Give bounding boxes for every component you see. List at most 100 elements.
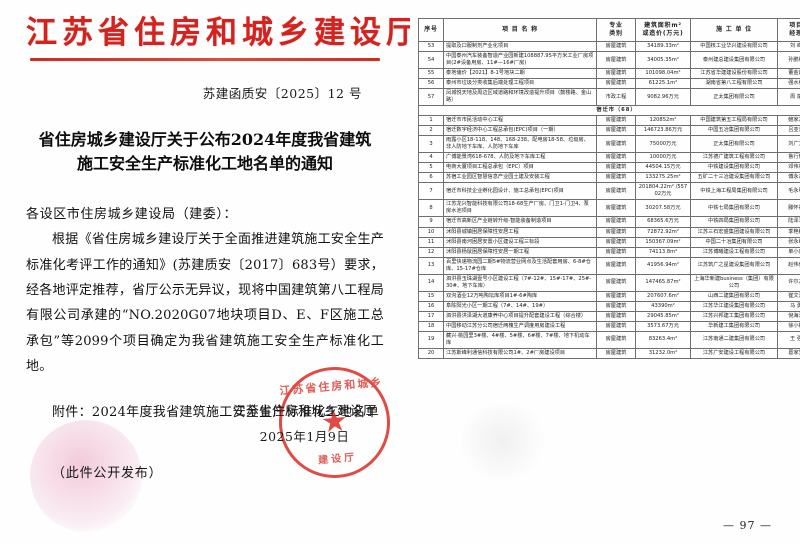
- cell-construction-unit: 上海华新建business（集团）有限公司: [690, 273, 778, 292]
- cell-no: 9: [418, 216, 444, 228]
- cell-category: 房屋建筑: [596, 300, 636, 312]
- cell-category: 房屋建筑: [596, 246, 636, 258]
- notice-body-paragraph: 根据《省住房城乡建设厅关于全面推进建筑施工安全生产标准化考评工作的通知》(苏建质…: [26, 232, 384, 374]
- cell-no: 2: [418, 125, 444, 137]
- city-section-label: 宿迁市（68）: [418, 105, 800, 117]
- cell-category: 房屋建筑: [596, 226, 636, 238]
- cell-project-name: 泰地储价【2021】8-1号地块二期: [443, 68, 597, 80]
- cell-project-manager: 刘 峰: [777, 41, 800, 53]
- cell-area: 3573.67万元: [635, 320, 691, 332]
- cell-area: 133275.25m²: [635, 172, 691, 184]
- page-title-line-2: 施工安全生产标准化工地名单的通知: [76, 154, 333, 174]
- cell-project-name: 沭阳县南河困居安置小区建设工程三标段: [443, 236, 597, 248]
- cell-no: 18: [418, 320, 444, 332]
- cell-project-name: 宿迁市高新区产业链转升级-智能装备制造项目: [443, 216, 597, 228]
- cell-area: 34189.33m²: [635, 41, 691, 53]
- table-row: 11 沭阳县南河困居安置小区建设工程三标段 房屋建筑 150367.09m² 中国二十冶…: [418, 236, 800, 248]
- table-row: 56 泰州市垃圾分类收集后端处理工程项目 房屋建筑 61225.1m² 湖南省第八工程有…: [418, 78, 800, 90]
- cell-category: 房屋建筑: [596, 347, 636, 359]
- cell-construction-unit: 中铁建设集团有限公司: [690, 162, 778, 174]
- page-title-line-1: 省住房城乡建设厅关于公布2024年度我省建筑: [38, 129, 372, 149]
- cell-construction-unit: 正太集团有限公司: [690, 88, 778, 107]
- cell-construction-unit: 江苏博曦建设工程有限公司: [690, 246, 778, 258]
- cell-category: 房屋建筑: [596, 273, 636, 292]
- cell-project-name: 阜陈阳光小区一期工程（7#、14#、19#）: [443, 300, 597, 312]
- table-row: 17 泗洪县洪泽湖大道康养中心项目提升配套建设工程（综合楼） 房屋建筑 29045.8…: [418, 310, 800, 322]
- cell-project-manager: 葛家堂: [777, 347, 800, 359]
- table-row: 53 提取及口服制剂产业化项目 房屋建筑 34189.33m² 中国核工业华兴建设有限公…: [418, 41, 800, 53]
- cell-area: 31232.0m²: [635, 347, 691, 359]
- cell-project-manager: 马 勇: [777, 300, 800, 312]
- table-row: 57 凤城悦天地及周边区域道路和环境改造提升项目（鼓楼路、金山路） 市政工程 9082…: [418, 88, 800, 107]
- cell-construction-unit: 泰州建总建设集团有限公司: [690, 51, 778, 70]
- cell-area: 30207.58万元: [635, 199, 691, 218]
- table-row: 9 宿迁市高新区产业链转升级-智能装备制造项目 房屋建筑 68365.6万元 中铁四局集…: [418, 216, 800, 228]
- cell-category: 房屋建筑: [596, 320, 636, 332]
- cell-project-manager: 刘广文: [777, 135, 800, 154]
- page-title: 省住房城乡建设厅关于公布2024年度我省建筑 施工安全生产标准化工地名单的通知: [26, 128, 384, 178]
- cell-no: 6: [418, 172, 444, 184]
- cell-category: 房屋建筑: [596, 51, 636, 70]
- cell-project-name: 沭阳县杨鼠困居保障性安居一期工程: [443, 246, 597, 258]
- cell-project-manager: 倪海涛: [777, 310, 800, 322]
- cell-area: 147465.87m²: [635, 273, 691, 292]
- cell-construction-unit: 华新建工集团有限公司: [690, 320, 778, 332]
- cell-no: 17: [418, 310, 444, 322]
- cell-project-manager: 张永峰: [777, 236, 800, 248]
- cell-no: 19: [418, 330, 444, 349]
- cell-project-name: 藏兴·桃园里3#楼、4#楼、5#楼、6#楼、7#楼、地下机动车库: [443, 330, 597, 349]
- cell-no: 57: [418, 88, 444, 107]
- pink-stain-mark: [30, 420, 142, 532]
- cell-project-manager: 邓伟林: [777, 162, 800, 174]
- cell-area: 150367.09m²: [635, 236, 691, 248]
- cell-project-name: 凤城悦天地及周边区域道路和环境改造提升项目（鼓楼路、金山路）: [443, 88, 597, 107]
- cell-category: 房屋建筑: [596, 135, 636, 154]
- cell-no: 13: [418, 256, 444, 275]
- cell-category: 房屋建筑: [596, 152, 636, 164]
- column-header-area: 建筑面积m² 或造价(万元): [635, 17, 691, 43]
- cell-project-manager: 徐小梅: [777, 320, 800, 332]
- cell-category: 市政工程: [596, 88, 636, 107]
- table-row: 54 中国泰州汽车装备智造产业园新建108887.95平方米工业厂房项目(2#设备…: [418, 51, 800, 70]
- cell-project-name: 苏宿工业园区智慧信息产业园土建及安装工程: [443, 172, 597, 184]
- cell-project-name: 雨露小区18-118、148、168-238、配电房18-58、垃圾房、非人防地…: [443, 135, 597, 154]
- table-row: 7 宿迁市科技企业孵化园设计、施工总承包(EPC)项目 房屋建筑 201804.22m…: [418, 182, 800, 201]
- cell-project-name: 江苏斯峰利通信科技有限公司1#、2#厂房建设项目: [443, 347, 597, 359]
- attachment-table-page: 序号 项 目 名 称 专业 类别 建筑面积m² 或造价(万元) 施 工 单 位 …: [410, 0, 800, 544]
- cell-project-manager: 孙鹏程: [777, 51, 800, 70]
- table-row: 12 沭阳县杨鼠困居保障性安居一期工程 房屋建筑 74113.8m² 江苏博曦建设工程有…: [418, 246, 800, 258]
- cell-project-manager: 吕亚洲: [777, 125, 800, 137]
- cell-area: 72872.92m²: [635, 226, 691, 238]
- cell-construction-unit: 江苏三石宏盛集团建设有限公司: [690, 226, 778, 238]
- cell-area: 29045.85m²: [635, 310, 691, 322]
- cell-category: 房屋建筑: [596, 41, 636, 53]
- cell-area: 10000万元: [635, 152, 691, 164]
- column-header-area-line-1: 建筑面积m²: [644, 22, 682, 29]
- table-row: 4 广博能景湾618-678、人防及地下车库工程 房屋建筑 10000万元 江苏德广建筑…: [418, 152, 800, 164]
- column-header-unit: 施 工 单 位: [690, 17, 778, 43]
- cell-construction-unit: 中铁四局集团有限公司: [690, 216, 778, 228]
- cell-project-manager: 崔文波: [777, 290, 800, 302]
- cell-category: 房屋建筑: [596, 125, 636, 137]
- cell-construction-unit: 中铁上海工程局集团有限公司: [690, 182, 778, 201]
- cell-construction-unit: 江苏德广建筑工程有限公司: [690, 152, 778, 164]
- cell-construction-unit: 中国五冶集团有限公司: [690, 125, 778, 137]
- table-row: 10 沭阳县城镇困居保障性安居工程 房屋建筑 72872.92m² 江苏三石宏盛集团建设…: [418, 226, 800, 238]
- cell-construction-unit: 中国二十冶集团有限公司: [690, 236, 778, 248]
- cell-construction-unit: 湖南省第八工程有限公司: [690, 78, 778, 90]
- column-header-manager-line-2: 经理: [789, 30, 800, 38]
- cell-no: 54: [418, 51, 444, 70]
- cell-project-name: 中国泰州汽车装备智造产业园新建108887.95平方米工业厂房项目(2#设备用房…: [443, 51, 597, 70]
- cell-no: 16: [418, 300, 444, 312]
- cell-area: 43390m²: [635, 300, 691, 312]
- column-header-category-line-2: 类别: [609, 30, 623, 38]
- cell-project-manager: 陆泽军: [777, 216, 800, 228]
- cell-category: 房屋建筑: [596, 216, 636, 228]
- column-header-category-line-1: 专业: [609, 22, 623, 29]
- document-number: 苏建函质安〔2025〕12 号: [202, 85, 362, 101]
- column-header-manager-line-1: 项目: [789, 22, 800, 29]
- cell-project-manager: 傅永来: [777, 172, 800, 184]
- cell-category: 房屋建筑: [596, 310, 636, 322]
- city-section-row: 宿迁市（68）: [418, 105, 800, 117]
